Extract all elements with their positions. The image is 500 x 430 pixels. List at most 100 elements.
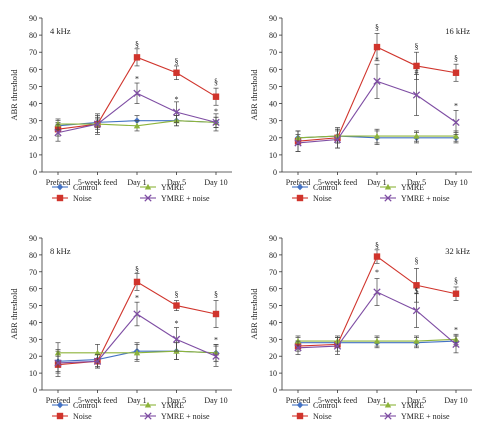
significance-mark: * (454, 102, 458, 111)
data-point (452, 340, 460, 349)
legend-label: Noise (73, 412, 92, 421)
significance-mark: § (214, 290, 218, 299)
significance-mark: # (415, 67, 419, 76)
y-tick-label: 50 (269, 302, 277, 311)
data-point (373, 132, 381, 139)
data-point (373, 337, 381, 344)
y-tick-label: 30 (269, 117, 277, 126)
data-point (413, 132, 420, 139)
data-point (133, 310, 141, 318)
legend-marker (384, 194, 392, 202)
chart-panel-2: 0 10 20 30 40 50 60 70 80 90 Prefeed 5-week feed Day… (9, 234, 232, 421)
legend-label: YMRE + noise (401, 412, 450, 421)
significance-mark: § (135, 40, 139, 49)
significance-mark: * (175, 319, 179, 328)
data-point (373, 43, 381, 51)
y-tick-label: 20 (269, 134, 277, 143)
x-tick-label: 5-week feed (78, 396, 117, 405)
data-point (93, 357, 102, 365)
y-tick-label: 70 (269, 268, 277, 277)
legend-marker (144, 183, 152, 190)
y-tick-label: 0 (273, 386, 277, 395)
x-tick-label: Day 1 (367, 178, 386, 187)
significance-mark: § (175, 57, 179, 66)
y-tick-label: 80 (269, 251, 277, 260)
legend-marker (56, 412, 64, 420)
significance-mark: * (214, 107, 218, 116)
legend-label: Control (313, 183, 338, 192)
data-point (173, 69, 180, 76)
legend-marker (144, 194, 152, 202)
x-tick-label: Prefeed (46, 396, 70, 405)
y-axis-label: ABR threshold (249, 288, 259, 340)
data-point (413, 282, 420, 289)
y-tick-label: 10 (269, 369, 277, 378)
series-ymre (294, 128, 460, 145)
significance-mark: * (375, 55, 379, 64)
x-tick-label: Day 1 (127, 396, 146, 405)
x-tick-label: Day 10 (204, 178, 227, 187)
legend-marker (384, 401, 392, 408)
y-tick-label: 20 (269, 352, 277, 361)
significance-mark: * (175, 95, 179, 104)
legend: Control Noise YMRE YMRE + noise (292, 183, 450, 203)
series-ymre-noise (54, 301, 220, 377)
y-tick-label: 20 (29, 134, 37, 143)
x-tick-label: Prefeed (286, 396, 310, 405)
x-tick-label: Day 5 (167, 178, 186, 187)
x-tick-label: 5-week feed (78, 178, 117, 187)
x-tick-label: Prefeed (286, 178, 310, 187)
data-point (133, 122, 141, 129)
legend-marker (296, 401, 304, 409)
y-tick-label: 90 (269, 14, 277, 23)
legend-marker (56, 401, 64, 409)
y-tick-label: 40 (29, 318, 37, 327)
data-point (212, 352, 220, 360)
series-ymre-noise (294, 63, 460, 152)
legend-label: Noise (313, 194, 332, 203)
legend-label: YMRE (401, 183, 424, 192)
data-point (413, 337, 420, 344)
y-tick-label: 50 (29, 302, 37, 311)
data-point (333, 342, 342, 350)
data-point (452, 118, 460, 127)
chart-panel-0: 0 10 20 30 40 50 60 70 80 90 Prefeed 5-week feed Day… (9, 14, 232, 203)
x-tick-label: 5-week feed (318, 178, 357, 187)
legend-label: YMRE (161, 183, 184, 192)
y-tick-label: 90 (29, 234, 37, 243)
legend-marker (296, 183, 304, 191)
data-point (54, 128, 62, 137)
x-tick-label: Day 10 (204, 396, 227, 405)
significance-mark: * (214, 336, 218, 345)
y-axis-label: ABR threshold (249, 69, 259, 121)
panel-title: 32 kHz (445, 246, 470, 256)
x-tick-label: Day 5 (167, 396, 186, 405)
y-tick-label: 40 (269, 318, 277, 327)
significance-mark: § (375, 23, 379, 32)
y-tick-label: 70 (29, 48, 37, 57)
panel-title: 16 kHz (445, 26, 470, 36)
y-tick-label: 60 (29, 65, 37, 74)
y-tick-label: 80 (29, 31, 37, 40)
legend-label: Control (73, 183, 98, 192)
data-point (452, 132, 460, 139)
y-tick-label: 80 (29, 251, 37, 260)
y-tick-label: 10 (269, 151, 277, 160)
y-tick-label: 40 (269, 100, 277, 109)
data-point (133, 54, 141, 61)
significance-mark: § (454, 277, 458, 286)
data-point (172, 108, 181, 116)
legend-label: Control (313, 401, 338, 410)
y-tick-label: 70 (269, 48, 277, 57)
legend-label: Noise (313, 412, 332, 421)
data-point (333, 135, 342, 144)
legend-label: Control (73, 401, 98, 410)
legend: Control Noise YMRE YMRE + noise (52, 401, 210, 421)
data-point (133, 89, 141, 97)
data-point (173, 302, 180, 309)
significance-mark: * (135, 74, 139, 83)
legend-marker (296, 412, 304, 420)
y-tick-label: 60 (269, 65, 277, 74)
data-point (94, 349, 101, 356)
